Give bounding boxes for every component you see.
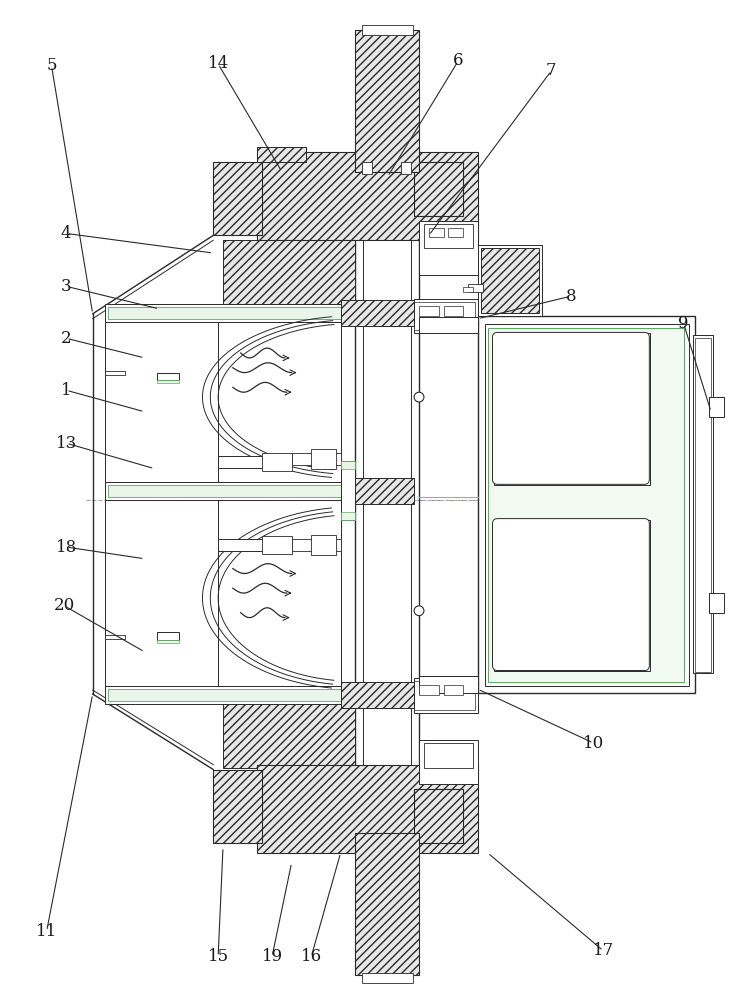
Bar xyxy=(213,770,262,843)
Text: 10: 10 xyxy=(583,735,604,752)
Bar xyxy=(419,317,478,333)
Text: 3: 3 xyxy=(61,278,71,295)
Bar xyxy=(340,512,355,520)
Bar xyxy=(419,685,438,695)
Circle shape xyxy=(414,392,424,402)
Bar xyxy=(311,535,336,555)
Bar xyxy=(414,789,463,843)
Text: 15: 15 xyxy=(207,948,229,965)
Bar xyxy=(340,478,414,504)
Bar xyxy=(257,147,306,162)
Bar xyxy=(463,287,473,292)
Text: 1: 1 xyxy=(61,382,71,399)
Bar xyxy=(340,300,414,326)
Bar xyxy=(108,689,352,701)
Bar xyxy=(355,30,419,172)
Bar xyxy=(218,456,277,468)
Bar xyxy=(693,335,713,673)
Bar xyxy=(414,302,475,330)
Bar xyxy=(419,676,478,693)
Bar xyxy=(158,373,179,380)
Text: 16: 16 xyxy=(301,948,322,965)
Bar xyxy=(493,333,650,485)
Circle shape xyxy=(414,606,424,616)
Bar xyxy=(340,461,355,469)
Bar xyxy=(292,539,340,551)
Bar xyxy=(108,485,352,497)
Bar xyxy=(223,704,355,768)
Bar xyxy=(257,147,306,162)
Bar xyxy=(262,536,292,554)
Bar xyxy=(449,228,463,237)
Text: 13: 13 xyxy=(56,435,77,452)
Bar xyxy=(340,682,414,708)
Bar xyxy=(424,743,473,768)
Bar xyxy=(468,284,483,292)
Bar xyxy=(709,397,724,417)
Bar xyxy=(213,162,262,235)
Bar xyxy=(709,593,724,613)
Text: 8: 8 xyxy=(565,288,577,305)
Bar xyxy=(257,152,478,240)
Bar xyxy=(362,973,413,983)
Bar xyxy=(158,632,179,640)
Bar xyxy=(414,299,478,333)
Bar xyxy=(362,162,372,174)
Text: 6: 6 xyxy=(453,52,464,69)
Bar xyxy=(419,306,438,316)
Bar xyxy=(444,306,463,316)
Bar xyxy=(106,304,355,322)
Bar xyxy=(158,640,179,643)
Text: 11: 11 xyxy=(36,923,57,940)
Bar xyxy=(419,740,478,784)
FancyBboxPatch shape xyxy=(493,519,649,671)
Bar xyxy=(487,328,684,682)
Text: 14: 14 xyxy=(207,55,229,72)
Text: 19: 19 xyxy=(262,948,282,965)
Text: 17: 17 xyxy=(593,942,614,959)
Bar xyxy=(424,224,473,248)
Bar xyxy=(478,316,695,693)
Bar xyxy=(257,765,478,853)
Bar xyxy=(218,539,277,551)
Bar xyxy=(695,338,711,672)
Bar xyxy=(106,686,355,704)
Text: 9: 9 xyxy=(678,315,689,332)
Bar xyxy=(478,245,542,316)
Bar xyxy=(340,461,355,520)
Bar xyxy=(401,162,411,174)
Text: 5: 5 xyxy=(46,57,56,74)
Text: 2: 2 xyxy=(61,330,71,347)
Bar xyxy=(484,324,689,686)
Bar xyxy=(362,25,413,34)
Bar xyxy=(429,228,444,237)
FancyBboxPatch shape xyxy=(493,332,649,484)
Bar xyxy=(414,678,478,713)
Bar xyxy=(262,453,292,471)
Bar xyxy=(108,307,352,319)
Bar xyxy=(419,221,478,275)
Text: 18: 18 xyxy=(56,539,77,556)
Bar xyxy=(106,635,125,639)
Bar xyxy=(311,449,336,469)
Text: 20: 20 xyxy=(53,597,75,614)
Bar xyxy=(414,681,475,710)
Bar xyxy=(292,453,340,465)
Bar xyxy=(106,371,125,375)
Bar xyxy=(106,482,355,500)
Bar xyxy=(223,240,355,304)
Bar xyxy=(493,520,650,672)
Bar xyxy=(355,833,419,975)
Bar xyxy=(158,380,179,383)
Bar xyxy=(444,685,463,695)
Text: 7: 7 xyxy=(546,62,557,79)
Text: 4: 4 xyxy=(61,225,71,242)
Bar xyxy=(414,162,463,216)
Bar xyxy=(481,248,539,313)
